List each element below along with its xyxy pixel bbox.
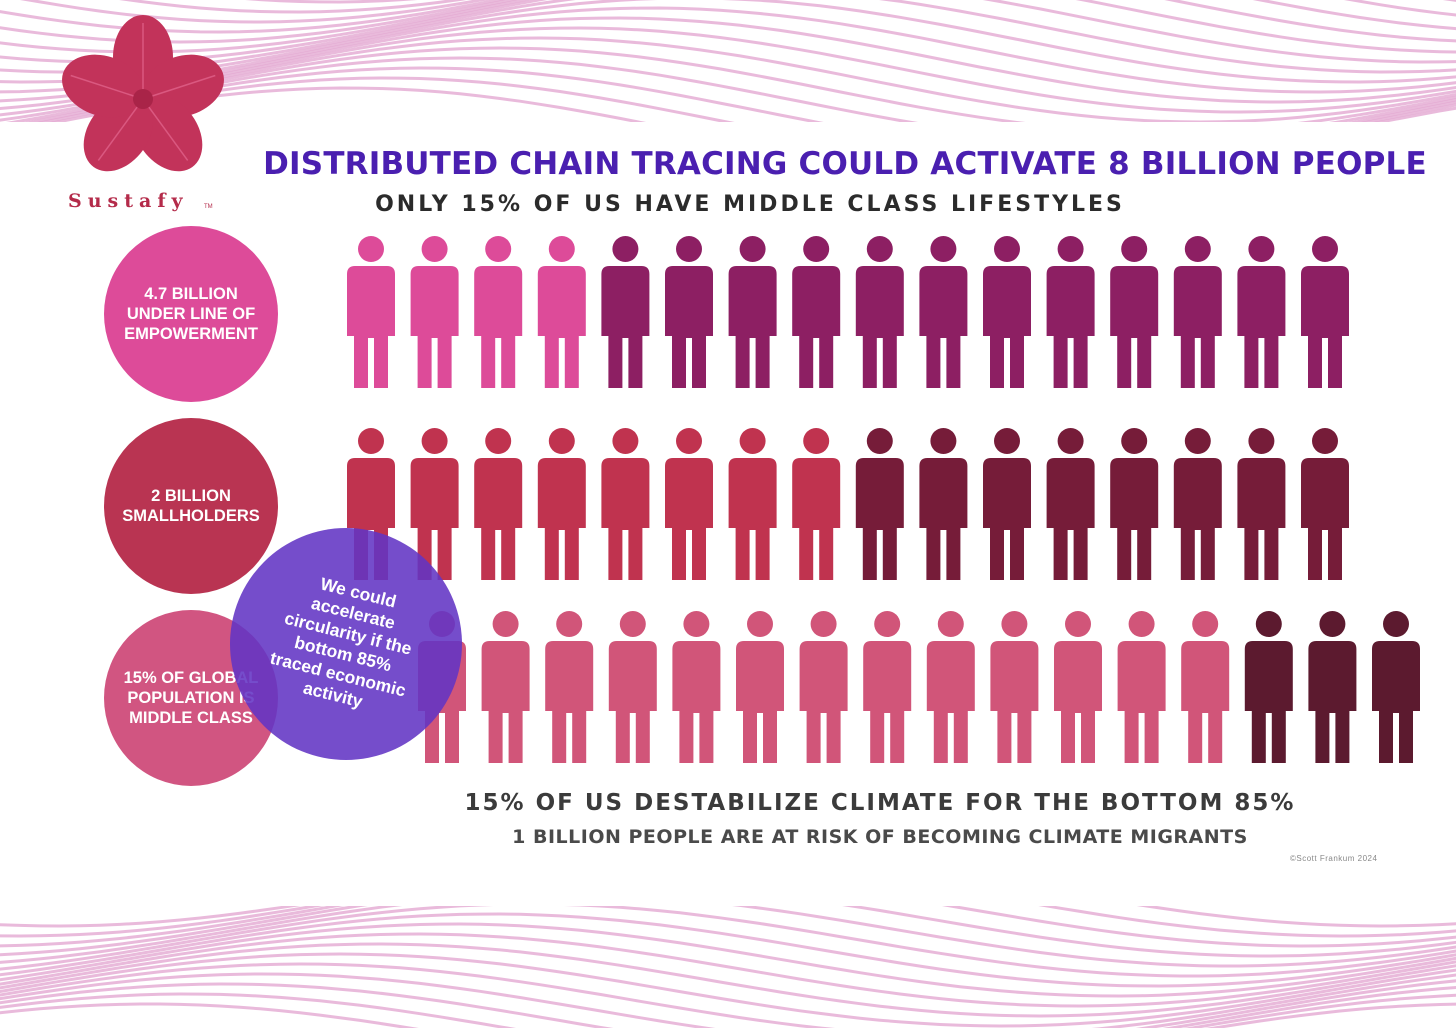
brand-name: Sustafy [68,190,189,212]
person-icon [410,428,459,580]
brand-trademark: TM [204,204,213,210]
bubble-smallholders-label: 2 BILLION SMALLHOLDERS [122,487,260,525]
person-icon [1117,611,1166,763]
person-icon [537,236,586,388]
page-title: DISTRIBUTED CHAIN TRACING COULD ACTIVATE… [263,146,1427,182]
callout-text: We could accelerate circularity if the b… [268,573,415,712]
person-icon [792,236,841,388]
person-icon [799,611,848,763]
person-icon [1301,236,1349,388]
person-icon [481,611,530,763]
person-icon [983,428,1031,580]
bubble-empowerment-label: 4.7 BILLION UNDER LINE OF EMPOWERMENT [124,285,258,343]
person-icon [863,611,912,763]
person-icon [926,611,975,763]
footer-headline: 15% OF US DESTABILIZE CLIMATE FOR THE BO… [464,790,1296,816]
person-icon [1110,428,1159,580]
person-icon [728,428,777,580]
person-icon [1372,611,1420,763]
person-icon [1244,611,1293,763]
person-icon [474,428,523,580]
person-icon [855,236,904,388]
person-icon [1301,428,1349,580]
person-icon [608,611,657,763]
bubble-empowerment: 4.7 BILLION UNDER LINE OF EMPOWERMENT [104,226,278,402]
person-icon [919,428,968,580]
person-icon [347,236,395,388]
person-icon [672,611,721,763]
copyright-credit: ©Scott Frankum 2024 [1290,854,1378,863]
callout-circle: We could accelerate circularity if the b… [230,528,462,760]
person-icon [665,236,713,388]
page-subtitle: ONLY 15% OF US HAVE MIDDLE CLASS LIFESTY… [375,192,1125,217]
person-icon [1046,428,1095,580]
person-icon [1054,611,1102,763]
bubble-smallholders: 2 BILLION SMALLHOLDERS [104,418,278,594]
person-icon [990,611,1039,763]
person-icon [1110,236,1159,388]
person-icon [855,428,904,580]
person-icon [1308,611,1357,763]
person-icon [1181,611,1230,763]
flower-logo-icon [62,15,224,172]
person-icon [728,236,777,388]
person-icon [983,236,1031,388]
person-icon [410,236,459,388]
person-icon [601,428,650,580]
person-icon [1046,236,1095,388]
person-icon [736,611,784,763]
person-icon [1237,236,1286,388]
person-icon [792,428,841,580]
person-icon [474,236,523,388]
person-icon [1173,236,1222,388]
person-icon [665,428,713,580]
footer-subline: 1 BILLION PEOPLE ARE AT RISK OF BECOMING… [512,826,1248,848]
person-icon [1173,428,1222,580]
person-icon [1237,428,1286,580]
person-icon [601,236,650,388]
person-icon [919,236,968,388]
person-icon [545,611,594,763]
person-icon [537,428,586,580]
